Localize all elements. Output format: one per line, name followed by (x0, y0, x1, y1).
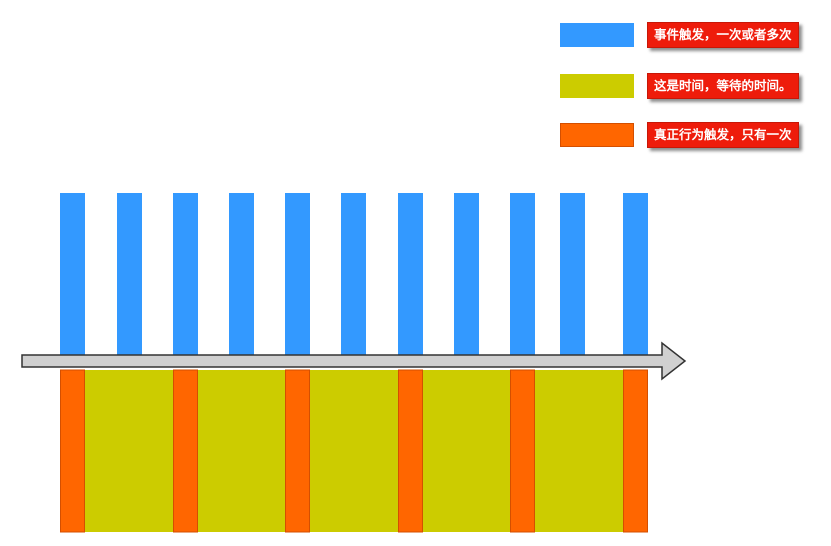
event-bar (560, 193, 585, 356)
event-bar (173, 193, 198, 356)
event-bar (117, 193, 142, 356)
event-bar (285, 193, 310, 356)
legend-swatch-action (560, 123, 634, 147)
action-bar (173, 369, 198, 533)
legend-label-event: 事件触发，一次或者多次 (647, 22, 799, 48)
time-axis-arrow (21, 341, 687, 381)
legend: 事件触发，一次或者多次 这是时间，等待的时间。 真正行为触发，只有一次 (0, 0, 831, 160)
event-bar (398, 193, 423, 356)
event-bar (510, 193, 535, 356)
action-bar (285, 369, 310, 533)
action-bar (398, 369, 423, 533)
event-bar (623, 193, 648, 356)
event-bars (60, 193, 648, 356)
legend-swatch-event (560, 23, 634, 47)
action-bars (60, 369, 648, 533)
event-bar (454, 193, 479, 356)
event-bar (229, 193, 254, 356)
legend-swatch-wait (560, 74, 634, 98)
wait-segment (423, 370, 510, 532)
event-bar (60, 193, 85, 356)
action-bar (510, 369, 535, 533)
wait-segment (198, 370, 285, 532)
legend-label-action: 真正行为触发，只有一次 (647, 122, 799, 148)
legend-label-wait: 这是时间，等待的时间。 (647, 73, 799, 99)
wait-segment (310, 370, 398, 532)
wait-segment (535, 370, 623, 532)
wait-segment (85, 370, 173, 532)
action-bar (623, 369, 648, 533)
wait-segments (85, 370, 623, 532)
action-bar (60, 369, 85, 533)
event-bar (341, 193, 366, 356)
